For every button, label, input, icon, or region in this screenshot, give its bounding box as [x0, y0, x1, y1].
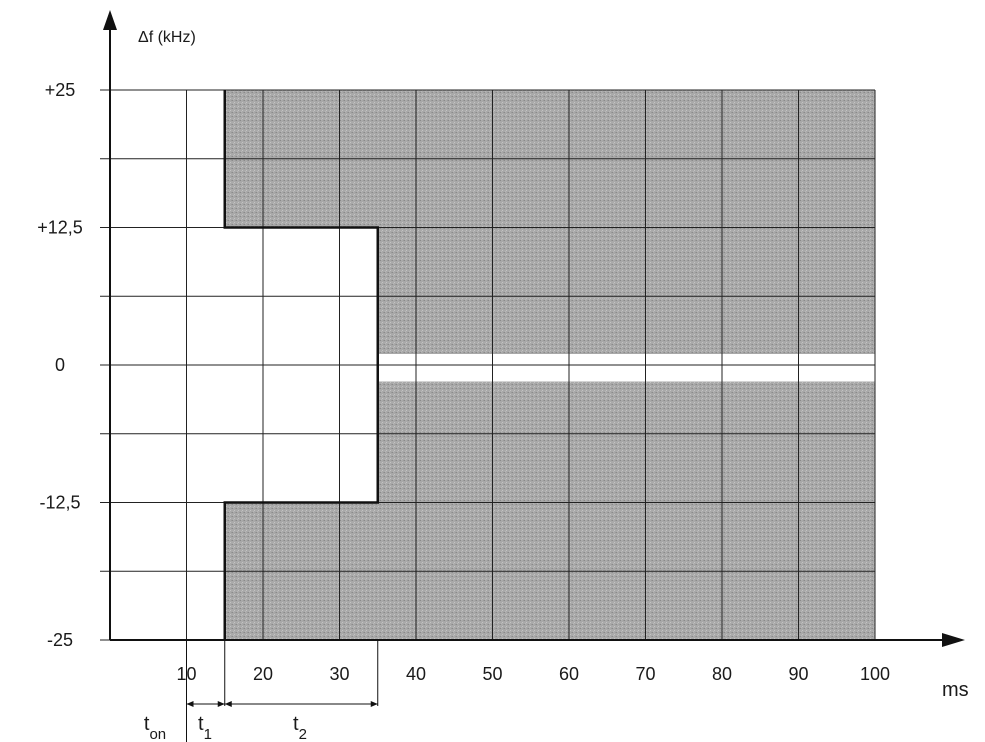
dimension-arrow: [186, 701, 194, 707]
y-tick-labels: +25 +12,5 0 -12,5 -25: [37, 80, 83, 650]
x-tick-label: 30: [329, 664, 349, 684]
y-tick-label: -12,5: [39, 493, 80, 513]
axes: [103, 10, 965, 647]
y-axis-label: Δf (kHz): [138, 29, 196, 46]
shaded-regions: [224, 90, 875, 640]
mask-boundary-line: [223, 90, 379, 640]
time-marker-label: t1: [198, 713, 212, 742]
time-marker-label: t2: [293, 713, 307, 742]
x-tick-label: 40: [406, 664, 426, 684]
dimension-arrow: [224, 701, 232, 707]
x-axis-arrow: [942, 633, 965, 647]
x-tick-label: 50: [482, 664, 502, 684]
dimension-arrow: [217, 701, 225, 707]
x-tick-label: 80: [712, 664, 732, 684]
y-tick-label: +25: [45, 80, 76, 100]
x-tick-label: 70: [635, 664, 655, 684]
shaded-region-lower: [224, 381, 875, 640]
x-tick-label: 60: [559, 664, 579, 684]
mask-boundary: [223, 90, 379, 640]
time-marker-label: ton: [144, 713, 166, 742]
x-tick-label: 90: [788, 664, 808, 684]
shaded-region-upper: [224, 90, 875, 354]
x-tick-label: 100: [860, 664, 890, 684]
y-tick-label: -25: [47, 630, 73, 650]
y-axis-arrow: [103, 10, 117, 30]
x-tick-label: 20: [253, 664, 273, 684]
y-tick-label: 0: [55, 355, 65, 375]
y-tick-label: +12,5: [37, 218, 83, 238]
dimension-arrow: [370, 701, 378, 707]
x-axis-label: ms: [942, 679, 969, 701]
x-tick-labels: 10 20 30 40 50 60 70 80 90 100: [176, 664, 890, 684]
time-markers: ton t1 t2: [144, 640, 379, 742]
